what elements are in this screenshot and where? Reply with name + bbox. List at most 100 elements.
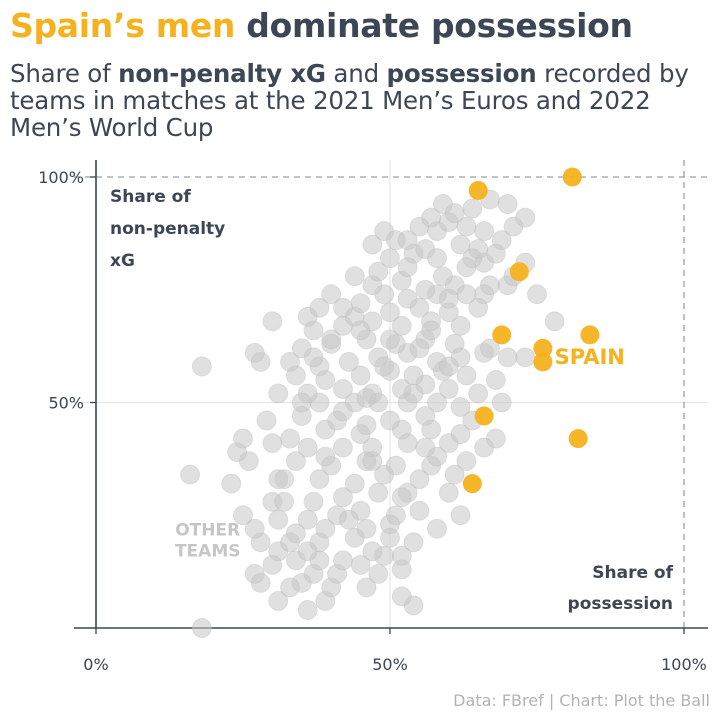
x-tick-label: 50%	[372, 655, 408, 674]
other-team-point	[262, 311, 283, 332]
other-team-point	[309, 297, 330, 318]
other-team-point	[497, 194, 518, 214]
other-team-point	[297, 600, 318, 620]
other-team-point	[397, 288, 418, 309]
subtitle-part-2: and	[325, 59, 387, 88]
other-team-point	[356, 518, 377, 539]
x-axis-title-line: Share of	[592, 563, 673, 583]
spain-point	[533, 352, 553, 372]
other-team-point	[391, 487, 412, 508]
other-team-point	[433, 194, 453, 214]
other-team-point	[468, 239, 489, 260]
other-team-point	[309, 469, 330, 490]
title-rest: dominate possession	[235, 6, 633, 45]
other-team-point	[286, 523, 306, 544]
other-team-point	[338, 509, 359, 530]
other-team-point	[356, 577, 377, 598]
other-team-point	[485, 370, 506, 390]
x-tick-label: 100%	[661, 655, 707, 674]
spain-point	[533, 338, 553, 358]
other-team-point	[433, 266, 453, 287]
other-team-point	[321, 329, 342, 350]
other-team-point	[403, 532, 424, 553]
spain-point	[462, 474, 482, 494]
other-team-point	[409, 338, 430, 359]
subtitle-bold-possession: possession	[386, 59, 537, 88]
other-team-point	[350, 320, 371, 341]
other-team-point	[221, 473, 242, 494]
spain-point	[509, 262, 529, 282]
other-team-point	[491, 230, 512, 251]
other-team-point	[438, 288, 459, 309]
other-team-point	[450, 397, 471, 417]
other-team-point	[380, 248, 400, 269]
y-tick-label: 50%	[48, 394, 84, 413]
x-tick-label: 0%	[83, 655, 108, 674]
other-team-point	[344, 473, 365, 494]
other-team-point	[350, 365, 371, 386]
y-axis-title-line: Share of	[110, 187, 191, 207]
subtitle-part-1: Share of	[10, 59, 119, 88]
other-teams-annotation: TEAMS	[175, 542, 241, 562]
other-team-point	[333, 401, 353, 422]
other-team-point	[480, 338, 500, 359]
spain-point	[468, 181, 488, 201]
other-team-point	[491, 392, 512, 413]
other-team-point	[427, 392, 447, 413]
other-team-point	[438, 482, 459, 503]
other-team-point	[356, 388, 377, 408]
other-team-point	[391, 315, 412, 336]
other-team-point	[191, 618, 212, 638]
other-team-point	[280, 352, 300, 372]
other-team-point	[233, 428, 253, 449]
other-team-point	[191, 356, 212, 377]
other-team-point	[274, 491, 295, 512]
other-team-point	[421, 207, 442, 228]
other-team-point	[380, 329, 400, 350]
other-team-point	[497, 347, 518, 368]
other-team-point	[374, 221, 395, 242]
other-team-point	[256, 410, 277, 431]
other-team-point	[474, 284, 494, 305]
other-team-point	[303, 347, 324, 368]
other-team-point	[450, 347, 471, 368]
other-team-point	[244, 563, 265, 584]
other-team-point	[180, 464, 200, 485]
y-tick-label: 100%	[38, 168, 84, 187]
other-team-point	[333, 437, 353, 458]
other-team-point	[403, 383, 424, 404]
other-team-point	[368, 482, 389, 503]
other-team-point	[515, 347, 536, 368]
other-team-point	[456, 451, 477, 472]
other-team-point	[444, 464, 465, 485]
other-team-point	[456, 365, 477, 386]
other-team-point	[397, 230, 418, 251]
other-team-point	[268, 383, 289, 404]
subtitle-part-3: recorded by teams in matches at the 2021…	[10, 59, 689, 142]
other-team-point	[409, 500, 430, 521]
other-team-point	[333, 550, 353, 571]
other-team-point	[368, 563, 389, 584]
other-team-point	[244, 342, 265, 363]
other-team-point	[286, 451, 306, 472]
other-team-point	[380, 410, 400, 431]
points-layer	[180, 167, 600, 638]
spain-point	[492, 325, 512, 345]
other-team-point	[374, 356, 395, 377]
other-team-point	[338, 352, 359, 372]
other-team-point	[385, 505, 406, 526]
other-team-point	[315, 446, 336, 467]
spain-point	[562, 167, 582, 187]
other-team-point	[362, 234, 383, 255]
spain-point	[474, 406, 494, 426]
other-team-point	[421, 320, 442, 341]
axis-layer: 0% 50% 100% 50% 100%	[38, 160, 708, 674]
other-team-point	[468, 383, 489, 404]
subtitle-bold-xg: non-penalty xG	[118, 59, 326, 88]
other-team-point	[244, 518, 265, 539]
other-team-point	[268, 469, 289, 490]
other-team-point	[438, 379, 459, 399]
other-team-point	[450, 315, 471, 336]
other-team-point	[415, 437, 436, 458]
